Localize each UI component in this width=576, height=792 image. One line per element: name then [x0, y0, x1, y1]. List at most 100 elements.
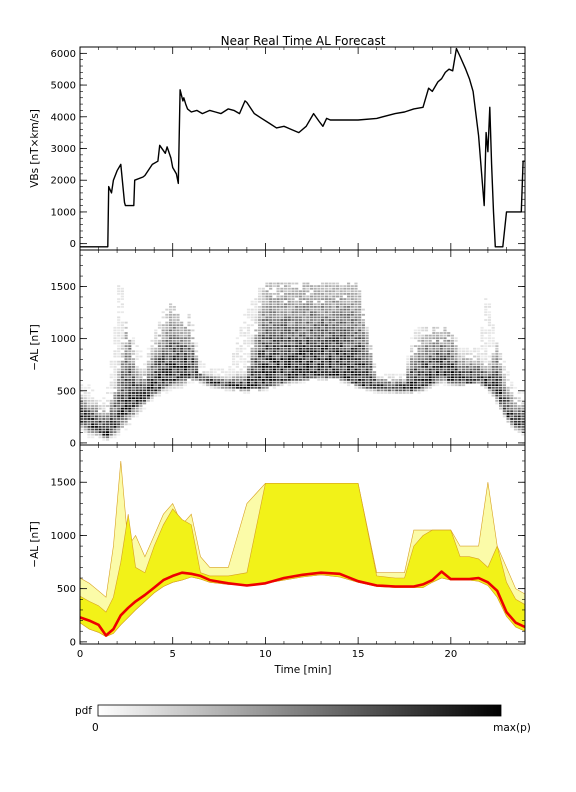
pdf-cell — [332, 373, 336, 376]
pdf-cell — [224, 379, 228, 381]
pdf-cell — [276, 313, 280, 316]
pdf-cell — [313, 298, 317, 300]
pdf-cell — [347, 300, 351, 303]
pdf-cell — [91, 412, 95, 415]
pdf-cell — [120, 386, 124, 389]
pdf-cell — [347, 371, 351, 373]
pdf-cell — [124, 332, 128, 334]
pdf-cell — [324, 308, 328, 311]
pdf-cell — [298, 326, 302, 329]
pdf-cell — [272, 326, 276, 329]
pdf-cell — [239, 350, 243, 353]
pdf-cell — [269, 350, 273, 353]
pdf-cell — [376, 376, 380, 379]
pdf-cell — [328, 308, 332, 311]
pdf-cell — [265, 285, 269, 287]
pdf-cell — [235, 347, 239, 350]
pdf-cell — [347, 308, 351, 311]
pdf-cell — [332, 321, 336, 324]
pdf-cell — [462, 384, 466, 387]
pdf-cell — [480, 381, 484, 384]
pdf-cell — [391, 392, 395, 394]
pdf-cell — [309, 308, 314, 311]
pdf-cell — [224, 371, 228, 373]
pdf-cell — [302, 293, 306, 295]
pdf-cell — [298, 329, 302, 332]
pdf-cell — [335, 337, 340, 340]
pdf-cell — [291, 295, 295, 298]
pdf-cell — [469, 350, 473, 353]
pdf-cell — [361, 373, 365, 376]
pdf-cell — [106, 431, 110, 433]
pdf-cell — [183, 329, 187, 332]
pdf-cell — [413, 360, 417, 363]
pdf-cell — [258, 316, 262, 319]
pdf-cell — [510, 412, 514, 415]
pdf-cell — [295, 358, 299, 360]
pdf-cell — [309, 339, 314, 342]
pdf-cell — [502, 389, 506, 392]
pdf-cell — [506, 371, 510, 373]
pdf-cell — [284, 293, 288, 295]
pdf-cell — [421, 337, 425, 340]
pdf-cell — [213, 384, 217, 387]
pdf-cell — [495, 392, 499, 394]
pdf-cell — [265, 363, 269, 366]
pdf-cell — [354, 355, 358, 358]
pdf-cell — [135, 366, 139, 368]
pdf-cell — [284, 355, 288, 358]
pdf-cell — [309, 366, 314, 368]
pdf-cell — [261, 316, 265, 319]
pdf-cell — [424, 381, 429, 384]
pdf-cell — [109, 426, 113, 428]
pdf-cell — [165, 389, 169, 392]
pdf-cell — [187, 334, 191, 337]
pdf-cell — [491, 342, 495, 345]
pdf-cell — [380, 384, 384, 387]
pdf-cell — [187, 366, 191, 368]
pdf-cell — [321, 342, 325, 345]
pdf-cell — [447, 384, 451, 387]
pdf-cell — [261, 293, 265, 295]
pdf-cell — [269, 332, 273, 334]
pdf-cell — [109, 405, 113, 407]
pdf-cell — [258, 329, 262, 332]
pdf-cell — [332, 326, 336, 329]
pdf-cell — [480, 334, 484, 337]
pdf-cell — [313, 329, 317, 332]
pdf-cell — [295, 293, 299, 295]
pdf-cell — [269, 303, 273, 306]
pdf-cell — [243, 334, 247, 337]
pdf-cell — [343, 350, 347, 353]
pdf-cell — [321, 324, 325, 327]
pdf-cell — [254, 339, 258, 342]
pdf-cell — [317, 358, 321, 360]
pdf-cell — [309, 313, 314, 316]
pdf-cell — [217, 368, 221, 371]
pdf-cell — [413, 381, 417, 384]
pdf-cell — [228, 371, 232, 373]
pdf-cell — [117, 293, 121, 295]
pdf-cell — [117, 319, 121, 321]
pdf-cell — [287, 306, 291, 308]
pdf-cell — [324, 337, 328, 340]
pdf-cell — [139, 392, 143, 394]
pdf-cell — [369, 355, 373, 358]
pdf-cell — [261, 363, 265, 366]
pdf-cell — [269, 345, 273, 347]
pdf-cell — [265, 293, 269, 295]
pdf-cell — [254, 337, 258, 340]
pdf-cell — [358, 313, 362, 316]
pdf-cell — [491, 358, 495, 360]
pdf-cell — [232, 358, 236, 360]
pdf-cell — [135, 358, 139, 360]
pdf-cell — [261, 319, 265, 321]
pdf-cell — [302, 337, 306, 340]
pdf-cell — [131, 366, 136, 368]
pdf-cell — [302, 303, 306, 306]
pdf-cell — [335, 345, 340, 347]
pdf-cell — [350, 329, 354, 332]
pdf-cell — [250, 319, 254, 321]
pdf-cell — [317, 319, 321, 321]
pdf-cell — [484, 342, 488, 345]
